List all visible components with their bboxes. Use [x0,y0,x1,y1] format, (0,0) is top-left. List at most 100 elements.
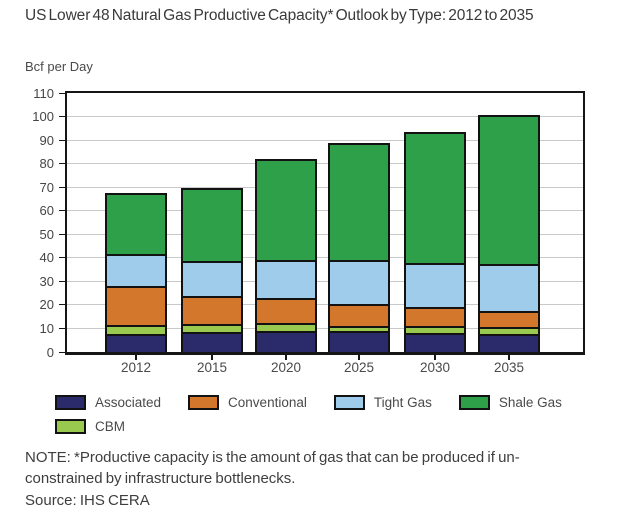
y-axis-tick [59,304,65,306]
gridline [67,186,583,188]
y-axis-tick [59,257,65,259]
stacked-bar-2025 [328,142,390,352]
bar-segment-associated [257,330,315,352]
gridline [67,280,583,282]
gridline [67,327,583,329]
note-line-2: constrained by infrastructure bottleneck… [25,470,296,487]
bar-segment-tight-gas [406,262,464,308]
bar-segment-cbm [257,322,315,331]
legend-label: Shale Gas [498,395,562,410]
y-axis-tick-label: 10 [39,320,54,336]
bar-segment-conventional [406,307,464,327]
gridline [67,233,583,235]
bar-segment-shale-gas [183,189,241,262]
note-text: NOTE: *Productive capacity is the amount… [25,447,605,489]
x-axis-tick [285,355,287,360]
y-axis-tick-label: 90 [39,132,54,148]
bar-segment-conventional [107,286,165,325]
y-axis-units-label: Bcf per Day [25,59,93,74]
y-axis-tick-label: 110 [33,85,54,101]
y-axis-tick [59,116,65,118]
bar-segment-associated [107,334,165,352]
y-axis-tick-label: 70 [39,179,54,195]
bar-segment-cbm [107,324,165,335]
y-axis-tick-label: 0 [46,344,54,360]
legend-swatch-icon [55,395,86,410]
bar-segment-cbm [183,323,241,332]
bar-segment-tight-gas [330,260,388,304]
legend-label: CBM [95,419,125,434]
gridline [67,304,583,306]
y-axis-tick-label: 30 [39,273,54,289]
legend-swatch-icon [458,395,490,410]
bar-segment-shale-gas [107,195,165,255]
y-axis-tick-label: 60 [39,203,54,219]
bar-segment-shale-gas [330,144,388,261]
y-axis-tick-label: 50 [39,226,54,242]
bar-segment-tight-gas [480,263,538,311]
bar-segment-associated [183,331,241,352]
x-axis-tick [135,355,137,360]
bar-segment-tight-gas [107,254,165,287]
stacked-bar-2035 [478,114,540,352]
x-axis-label: 2030 [419,360,451,375]
bar-segment-conventional [330,303,388,327]
bar-segment-cbm [406,326,464,334]
x-axis-tick [434,355,436,360]
stacked-bar-2012 [105,193,167,352]
legend-item-associated: Associated [55,395,161,410]
bar-segment-associated [480,334,538,352]
legend-item-shale-gas: Shale Gas [458,395,562,410]
x-axis-tick [358,355,360,360]
bar-segment-tight-gas [183,261,241,296]
y-axis-tick [59,92,65,94]
legend-swatch-icon [55,419,86,434]
x-axis-tick [211,355,213,360]
bar-segment-associated [406,333,464,352]
note-line-1: NOTE: *Productive capacity is the amount… [25,449,520,466]
bar-segment-shale-gas [257,161,315,261]
stacked-bar-2020 [255,159,317,352]
legend-item-tight-gas: Tight Gas [333,395,432,410]
gridline [67,163,583,165]
legend-item-conventional: Conventional [188,395,307,410]
chart-legend: Associated Conventional Tight Gas Shale Gas… [55,395,585,443]
bar-segment-conventional [183,295,241,324]
x-axis-label: 2015 [196,360,228,375]
y-axis-tick [59,163,65,165]
legend-swatch-icon [188,395,220,410]
gridline [67,139,583,141]
y-axis-tick-label: 80 [39,156,54,172]
gridline [67,257,583,259]
x-axis-label: 2020 [270,360,302,375]
y-axis-tick-label: 100 [32,109,54,125]
bar-segment-cbm [480,327,538,335]
bar-segment-tight-gas [257,260,315,298]
gridline [67,210,583,212]
bar-segment-shale-gas [406,134,464,263]
y-axis-tick [59,233,65,235]
y-axis-tick [59,351,65,353]
bar-segment-conventional [257,297,315,323]
y-axis-tick [59,280,65,282]
page-title: US Lower 48 Natural Gas Productive Capac… [25,7,534,24]
bar-segment-conventional [480,310,538,328]
y-axis-tick [59,186,65,188]
legend-label: Tight Gas [373,395,432,410]
legend-label: Conventional [228,395,307,410]
x-axis-label: 2025 [343,360,375,375]
bar-segment-shale-gas [480,116,538,264]
y-axis-tick-label: 20 [39,297,54,313]
x-axis-label: 2012 [120,360,152,375]
source-text: Source: IHS CERA [25,492,150,509]
legend-row-1: Associated Conventional Tight Gas Shale Gas [55,395,585,410]
stacked-bar-2030 [404,132,466,352]
gridline [67,116,583,118]
y-axis-tick-label: 40 [39,250,54,266]
stacked-bar-2015 [181,187,243,352]
plot-area [65,91,585,355]
y-axis-tick [59,139,65,141]
y-axis-tick [59,327,65,329]
x-axis-tick [508,355,510,360]
